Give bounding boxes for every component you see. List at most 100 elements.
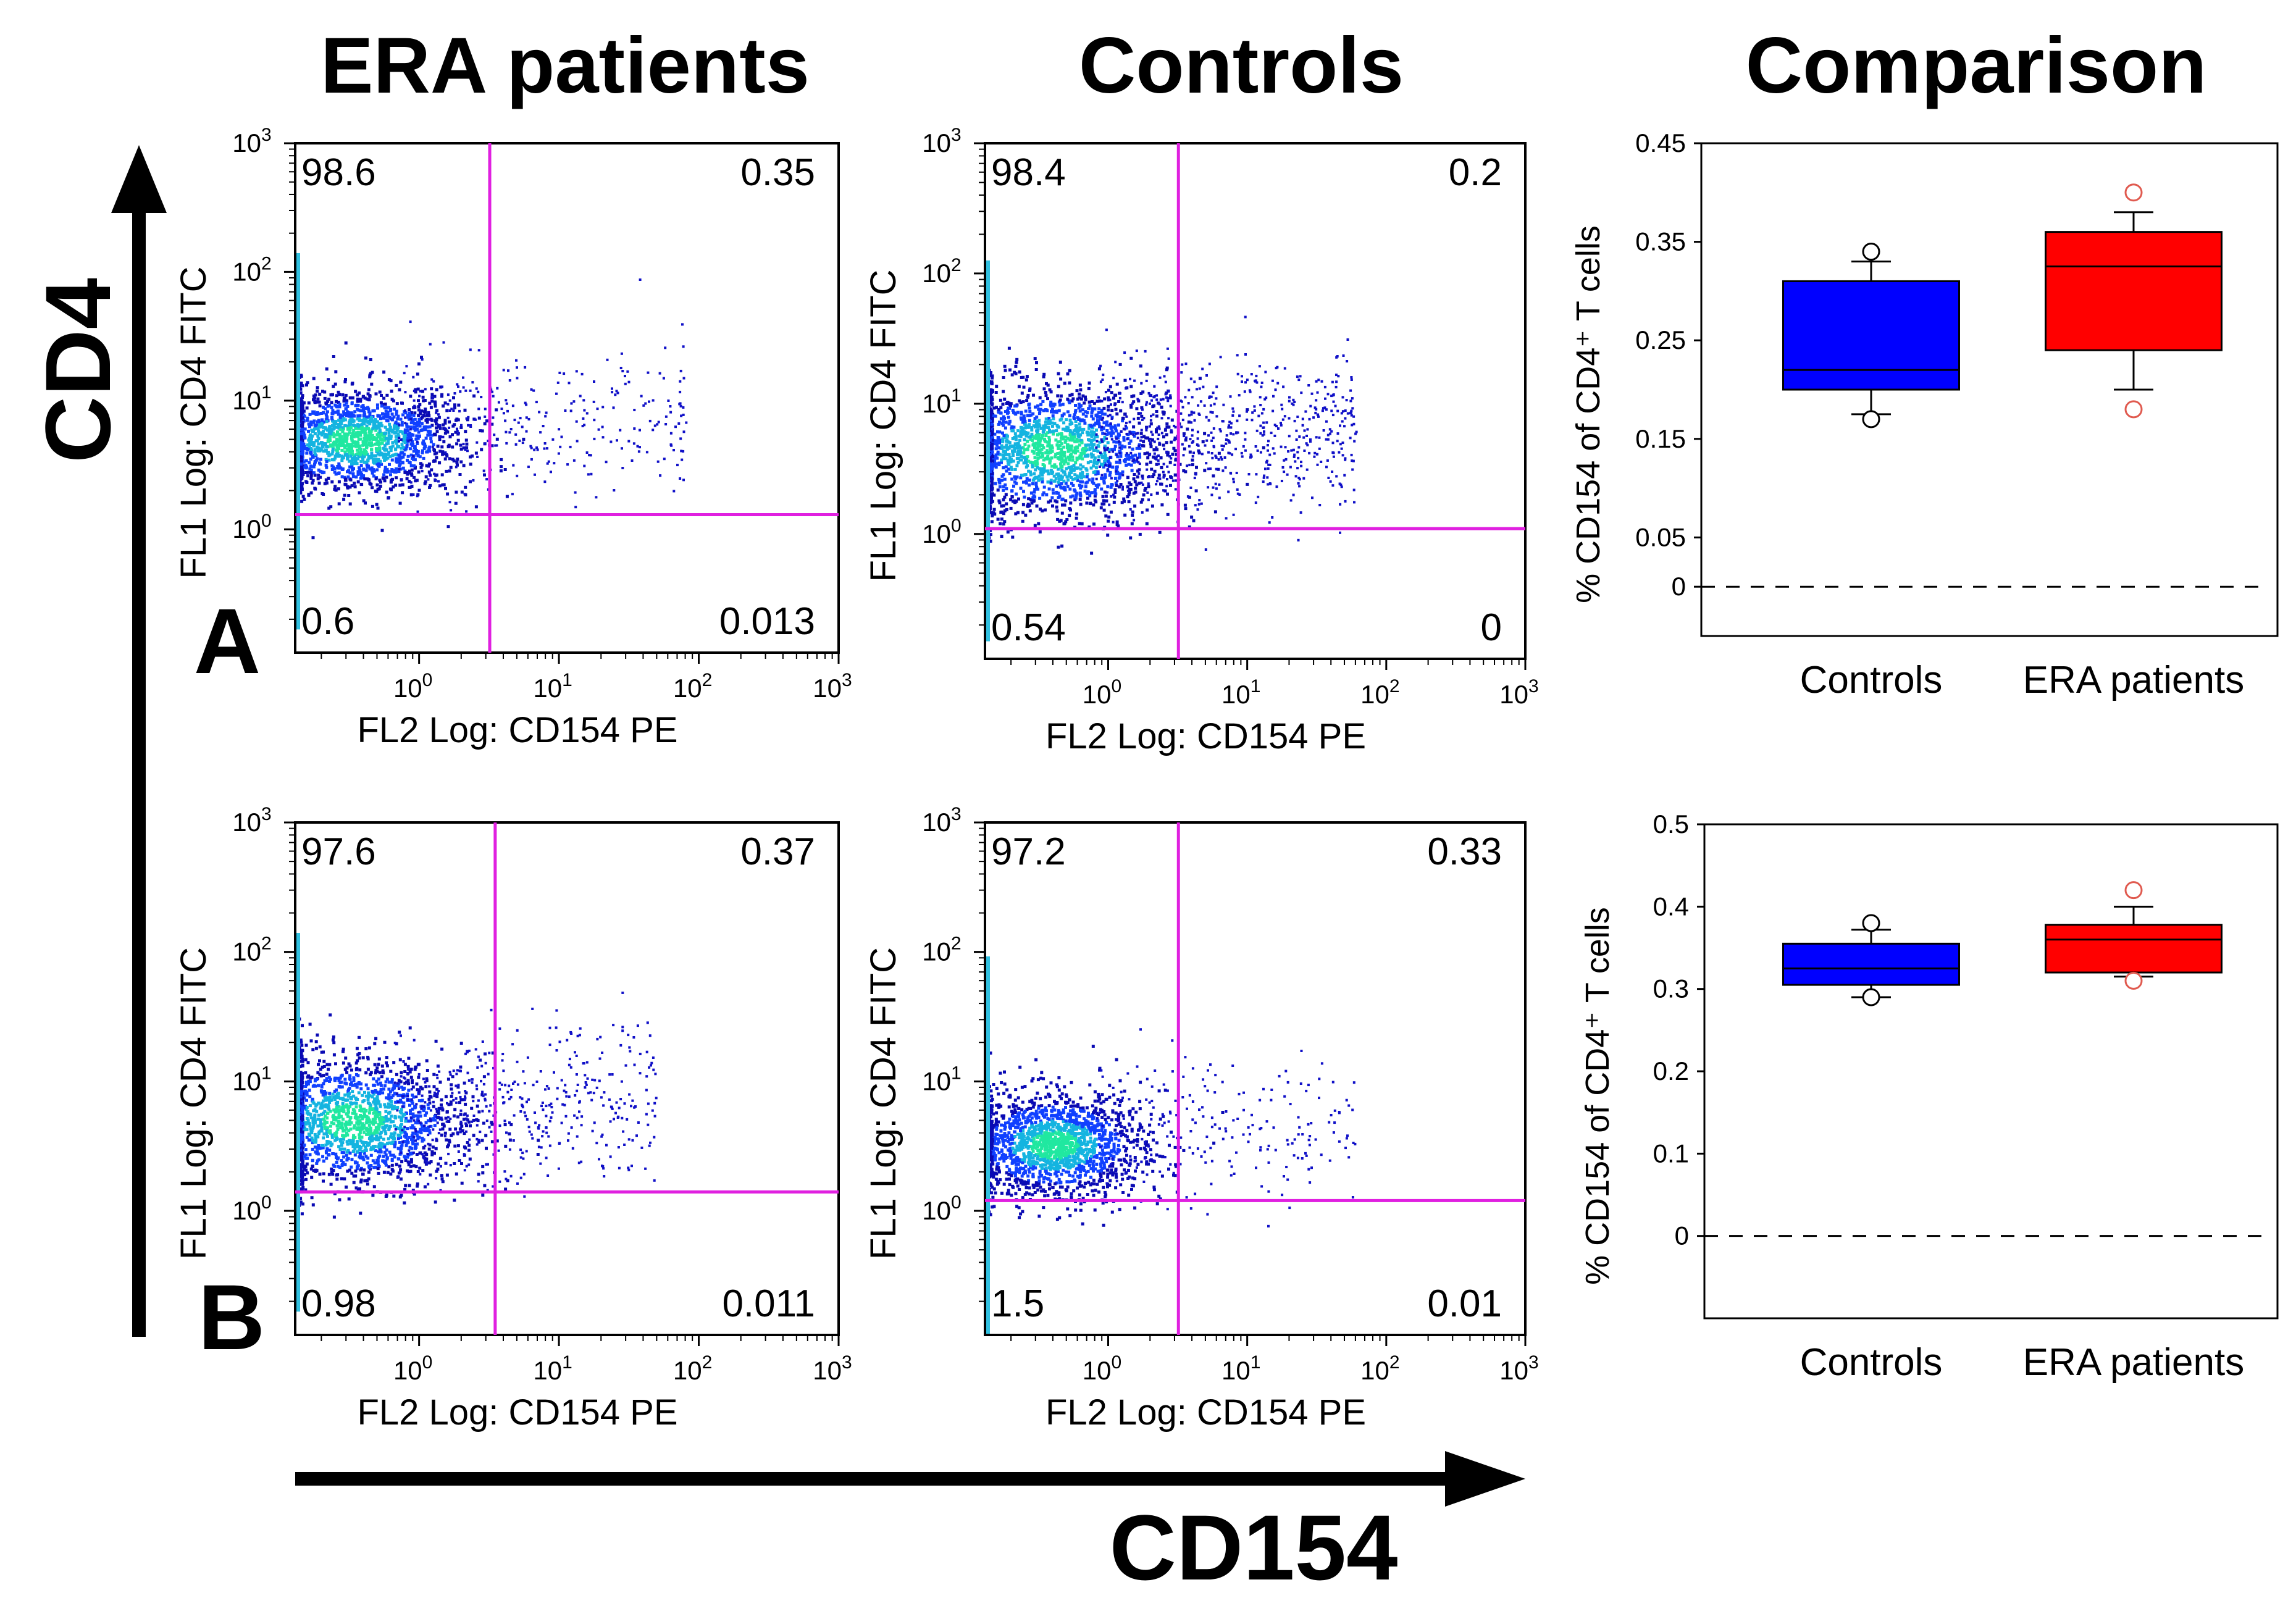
flow-dot bbox=[1126, 489, 1129, 492]
flow-dot bbox=[563, 372, 566, 375]
flow-dot bbox=[433, 432, 437, 436]
flow-dot bbox=[456, 418, 460, 422]
flow-dot bbox=[1050, 409, 1053, 413]
flow-dot bbox=[1193, 380, 1196, 383]
flow-dot bbox=[1106, 533, 1110, 537]
flow-dot bbox=[367, 388, 371, 391]
flow-dot bbox=[1094, 466, 1098, 470]
flow-dot bbox=[1187, 420, 1191, 424]
flow-dot bbox=[1034, 446, 1038, 450]
flow-dot bbox=[1027, 459, 1031, 463]
flow-dot bbox=[1316, 391, 1319, 394]
flow-dot bbox=[620, 352, 623, 355]
flow-dot bbox=[1073, 498, 1077, 501]
flow-dot bbox=[299, 407, 303, 411]
flow-dot bbox=[1138, 445, 1141, 448]
flow-dot bbox=[315, 412, 319, 416]
flow-dot bbox=[1317, 413, 1320, 416]
flow-dot bbox=[449, 466, 453, 469]
flow-dot bbox=[383, 444, 387, 448]
flow-dot bbox=[1062, 459, 1065, 462]
flow-dot bbox=[1121, 474, 1125, 477]
flow-dot bbox=[564, 409, 567, 412]
flow-dot bbox=[508, 379, 511, 382]
flow-dot bbox=[1135, 407, 1139, 411]
flow-dot bbox=[356, 423, 360, 427]
flow-dot bbox=[1060, 498, 1064, 501]
flow-dot bbox=[324, 463, 328, 467]
flow-dot bbox=[1314, 411, 1317, 414]
flow-dot bbox=[1041, 480, 1044, 483]
flow-dot bbox=[441, 450, 445, 454]
flow-dot bbox=[658, 372, 661, 375]
flow-dot bbox=[332, 441, 335, 445]
flow-dot bbox=[1152, 473, 1155, 477]
flow-dot bbox=[652, 399, 655, 402]
flow-dot bbox=[400, 1071, 403, 1074]
flow-dot bbox=[414, 1165, 418, 1168]
flow-dot bbox=[627, 380, 631, 383]
flow-dot bbox=[1016, 449, 1020, 453]
flow-dot bbox=[1146, 508, 1149, 512]
flow-dot bbox=[583, 424, 586, 427]
flow-dot bbox=[393, 1124, 396, 1127]
flow-dot bbox=[1228, 441, 1231, 444]
flow-dot bbox=[409, 425, 413, 429]
flow-dot bbox=[309, 439, 312, 443]
flow-dot bbox=[1173, 437, 1176, 439]
flow-dot bbox=[1169, 394, 1172, 397]
flow-dot bbox=[1062, 445, 1066, 449]
flow-dot bbox=[1142, 493, 1146, 497]
flow-dot bbox=[1116, 455, 1120, 459]
flow-dot bbox=[1155, 428, 1158, 432]
flow-dot bbox=[544, 415, 547, 418]
flow-dot bbox=[406, 414, 409, 417]
flow-dot bbox=[1118, 442, 1121, 446]
cd4-axis-label: CD4 bbox=[26, 278, 130, 463]
flow-dot bbox=[443, 457, 447, 461]
flow-dot bbox=[1003, 369, 1007, 372]
flow-dot bbox=[349, 445, 353, 449]
flow-dot bbox=[1093, 498, 1097, 502]
flow-dot bbox=[358, 453, 362, 456]
flow-dot bbox=[359, 399, 362, 403]
flow-dot bbox=[378, 435, 382, 438]
flow-dot bbox=[1079, 486, 1083, 490]
flow-dot bbox=[1024, 433, 1028, 437]
flow-dot bbox=[1036, 456, 1040, 460]
flow-dot bbox=[1031, 450, 1034, 453]
flow-dot bbox=[356, 480, 360, 483]
flow-dot bbox=[409, 320, 412, 324]
flow-dot bbox=[406, 429, 410, 433]
flow-dot bbox=[1226, 439, 1230, 442]
x-tick-label: 103 bbox=[1499, 676, 1538, 709]
flow-dot bbox=[1118, 433, 1121, 437]
flow-dot bbox=[1342, 354, 1345, 357]
flow-dot bbox=[404, 429, 408, 433]
flow-dot bbox=[1129, 483, 1133, 487]
flow-dot bbox=[500, 458, 503, 461]
flow-dot bbox=[1086, 461, 1090, 464]
flow-dot bbox=[512, 464, 515, 467]
flow-dot bbox=[1057, 400, 1061, 404]
flow-dot bbox=[1102, 438, 1106, 442]
flow-dot bbox=[460, 424, 463, 427]
flow-dot bbox=[404, 391, 407, 394]
flow-dot bbox=[991, 455, 994, 459]
flow-dot bbox=[1174, 425, 1177, 429]
flow-dot bbox=[1102, 465, 1105, 469]
flow-dot bbox=[1123, 445, 1127, 449]
flow-dot bbox=[1047, 417, 1051, 420]
flow-dot bbox=[1015, 358, 1019, 361]
flow-dot bbox=[508, 431, 511, 434]
flow-dot bbox=[354, 445, 358, 448]
cd4-axis-arrow bbox=[111, 145, 167, 1337]
flow-dot bbox=[1090, 452, 1093, 456]
flow-dot bbox=[463, 408, 467, 412]
flow-dot bbox=[389, 434, 393, 438]
flow-dot bbox=[357, 427, 361, 430]
flow-dot bbox=[1123, 500, 1126, 503]
flow-dot bbox=[1190, 411, 1193, 413]
flow-dot bbox=[346, 470, 349, 474]
